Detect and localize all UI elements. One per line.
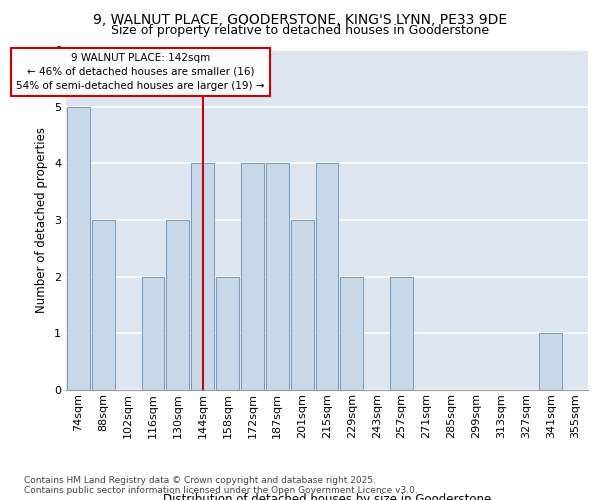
Bar [316,164,338,390]
Bar [191,164,214,390]
Text: Size of property relative to detached houses in Gooderstone: Size of property relative to detached ho… [111,24,489,37]
Bar [92,220,115,390]
Bar [67,106,90,390]
Bar [539,334,562,390]
Bar [241,164,264,390]
Bar [166,220,189,390]
Bar [266,164,289,390]
Text: Contains HM Land Registry data © Crown copyright and database right 2025.
Contai: Contains HM Land Registry data © Crown c… [24,476,418,495]
Bar [216,276,239,390]
Text: 9 WALNUT PLACE: 142sqm
← 46% of detached houses are smaller (16)
54% of semi-det: 9 WALNUT PLACE: 142sqm ← 46% of detached… [16,53,265,91]
Y-axis label: Number of detached properties: Number of detached properties [35,127,49,313]
Bar [340,276,363,390]
Bar [390,276,413,390]
X-axis label: Distribution of detached houses by size in Gooderstone: Distribution of detached houses by size … [163,494,491,500]
Bar [142,276,164,390]
Text: 9, WALNUT PLACE, GOODERSTONE, KING'S LYNN, PE33 9DE: 9, WALNUT PLACE, GOODERSTONE, KING'S LYN… [93,12,507,26]
Bar [291,220,314,390]
